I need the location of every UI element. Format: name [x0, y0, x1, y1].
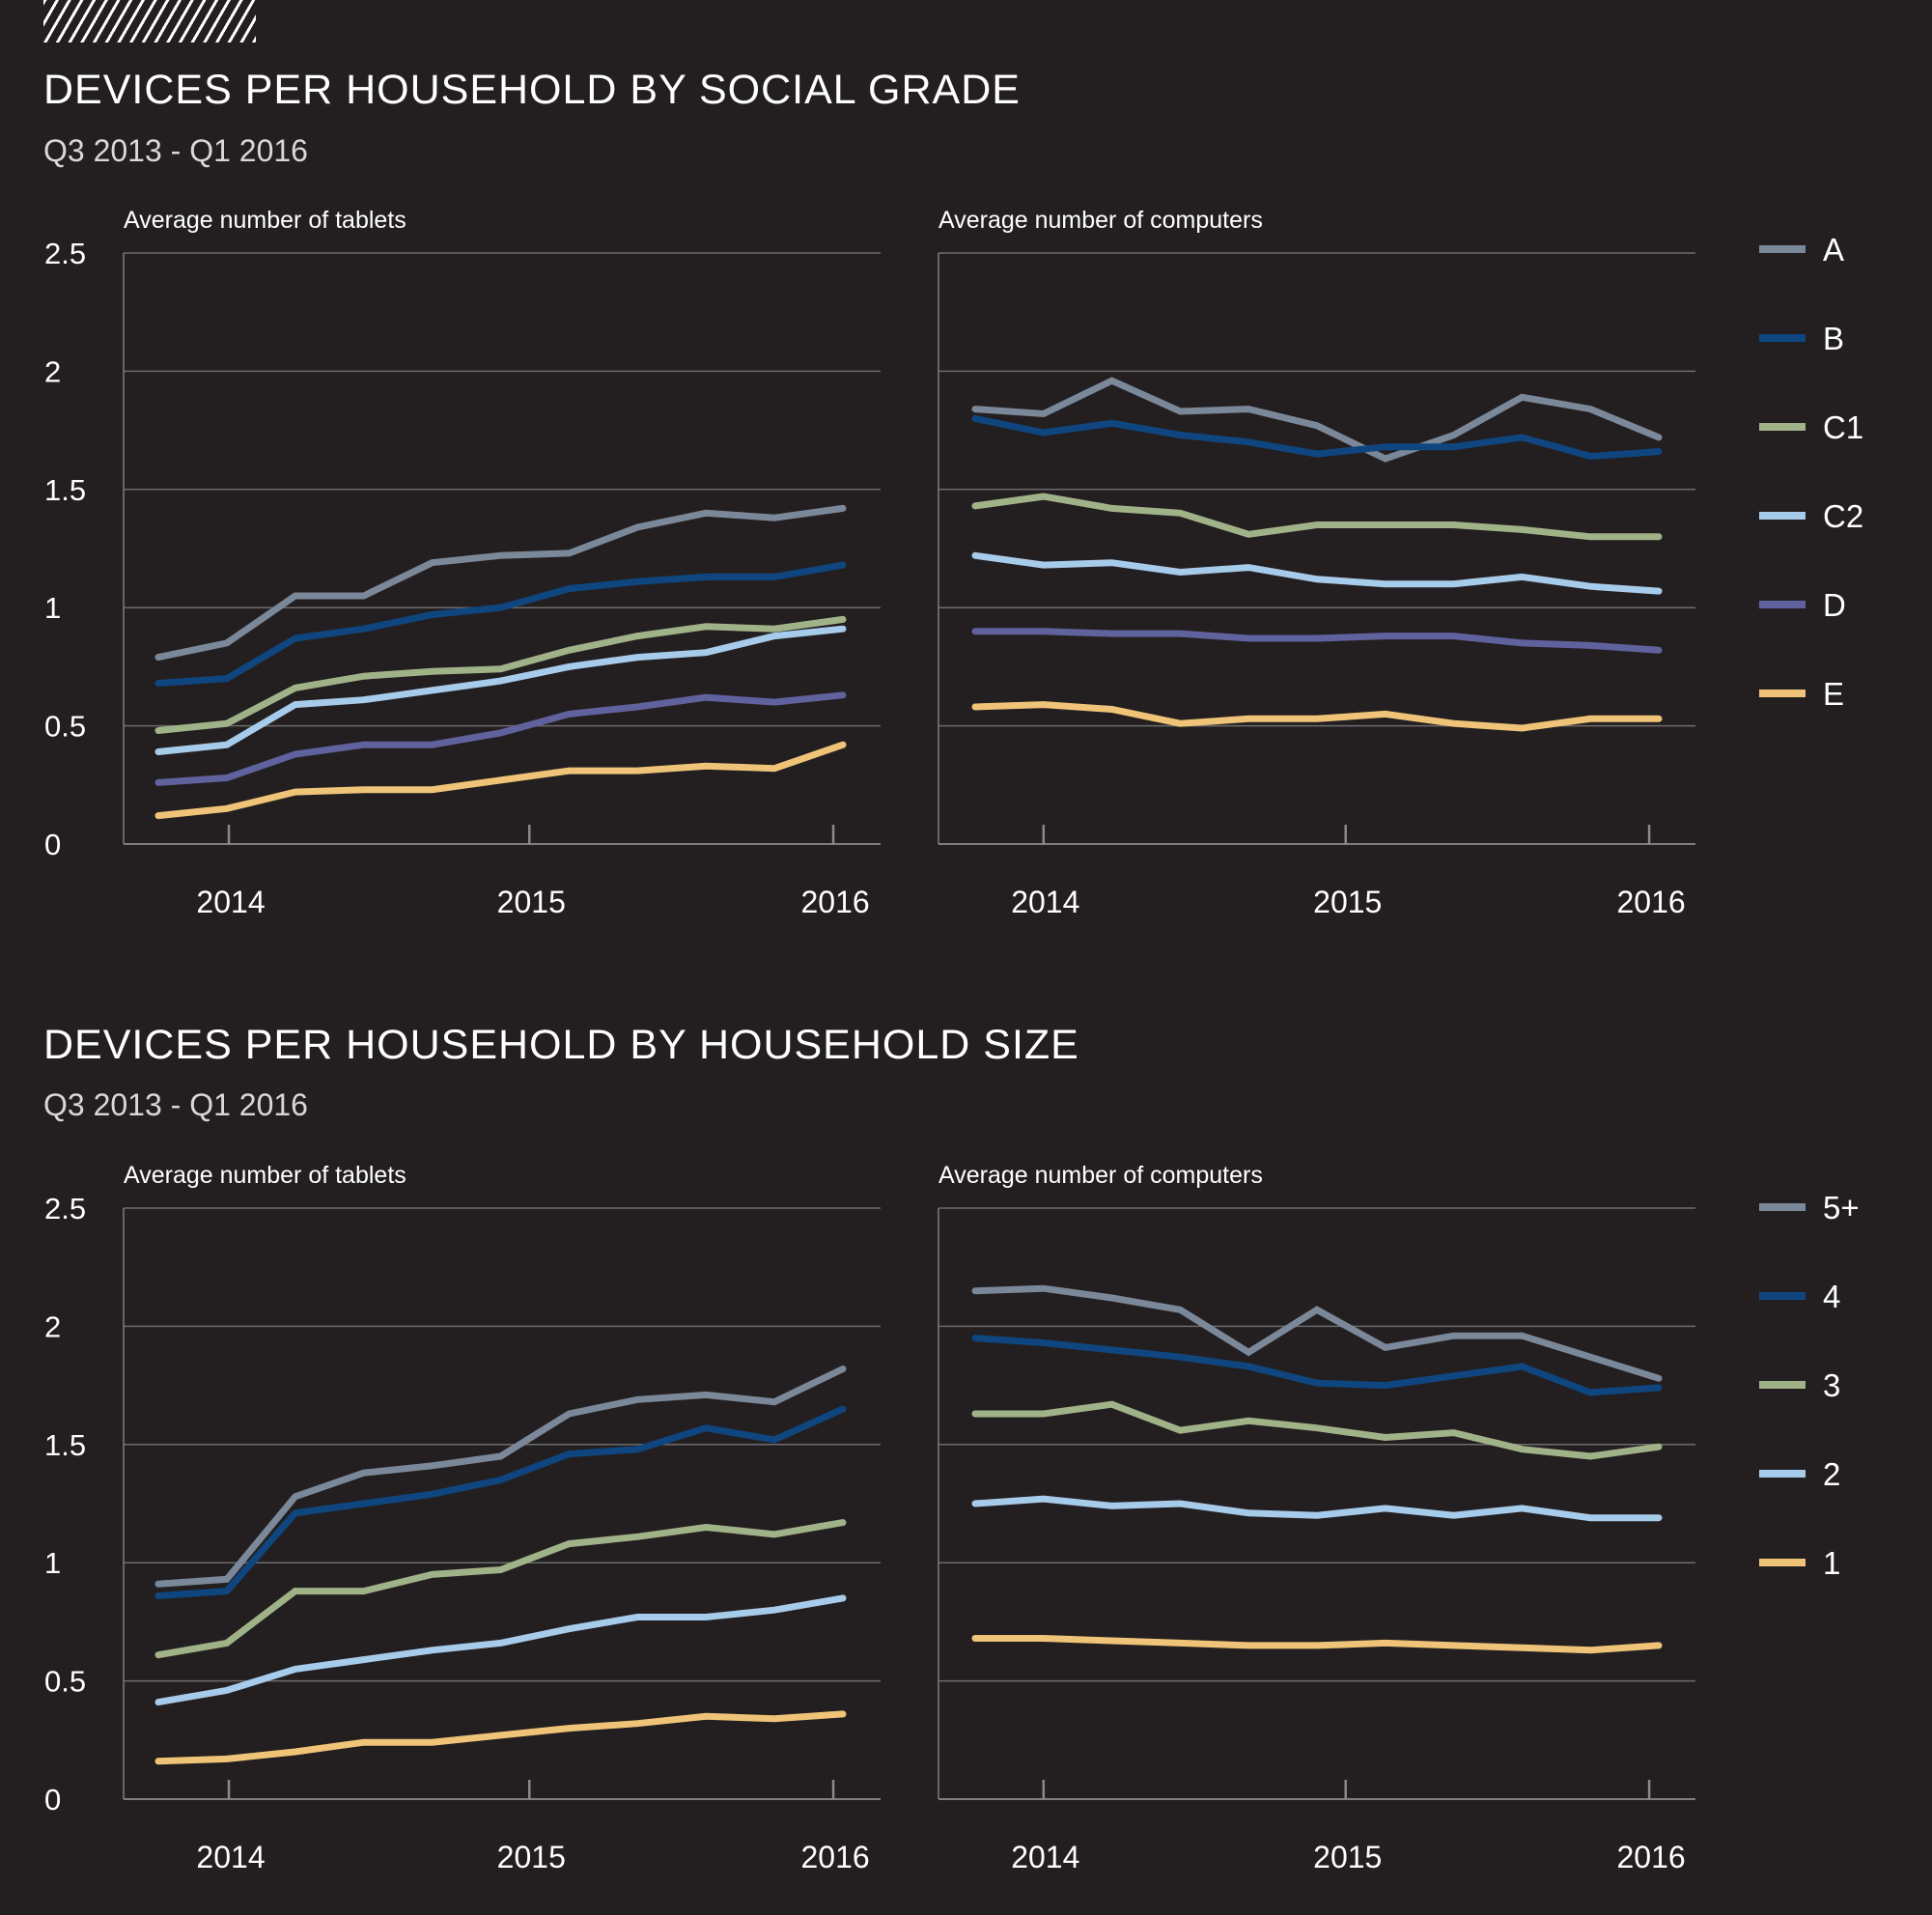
legend-label: 3 [1823, 1367, 1840, 1403]
legend-swatch [1759, 423, 1806, 431]
legend-item: E [1759, 676, 1844, 712]
series-line-c1 [154, 615, 847, 734]
series-line-c1 [971, 493, 1663, 541]
legend-label: C1 [1823, 409, 1863, 445]
legend-label: 5+ [1823, 1190, 1860, 1225]
series-line-2 [154, 1594, 847, 1706]
section-title-household-size: DEVICES PER HOUSEHOLD BY HOUSEHOLD SIZE [43, 1022, 1079, 1068]
x-tick-label: 2015 [497, 1840, 566, 1874]
y-tick-label: 0.5 [44, 710, 86, 744]
legend-label: 1 [1823, 1545, 1840, 1581]
legend-label: 2 [1823, 1456, 1840, 1492]
legend-swatch [1759, 245, 1806, 253]
legend-swatch [1759, 1381, 1806, 1389]
y-tick-label: 2 [44, 354, 61, 388]
legend-label: D [1823, 587, 1846, 623]
legend-social-grade: A B C1 C2 D E [1759, 232, 1863, 712]
legend-item: 3 [1759, 1367, 1840, 1403]
series-line-a [971, 377, 1663, 463]
series-line-a [154, 504, 847, 662]
chart-social-grade-computers: Average number of computers 2014 2015 2016 [938, 207, 1695, 919]
series-line-4 [154, 1405, 847, 1599]
series-line-5plus [154, 1366, 847, 1588]
legend-item: C2 [1759, 498, 1863, 534]
chart-title: Average number of tablets [124, 1162, 406, 1189]
section-title-social-grade: DEVICES PER HOUSEHOLD BY SOCIAL GRADE [43, 67, 1021, 113]
chart-title: Average number of tablets [124, 207, 406, 234]
x-tick-label: 2014 [196, 1840, 265, 1874]
series-line-b [154, 561, 847, 687]
y-tick-label: 2.5 [44, 237, 86, 270]
legend-swatch [1759, 512, 1806, 520]
legend-item: 4 [1759, 1279, 1840, 1314]
y-tick-label: 0.5 [44, 1665, 86, 1699]
legend-label: B [1823, 321, 1844, 356]
legend-swatch [1759, 1559, 1806, 1566]
x-tick-label: 2014 [1011, 885, 1079, 919]
y-tick-label: 0 [44, 1783, 61, 1816]
series-line-1 [971, 1635, 1663, 1654]
chart-household-size-computers: Average number of computers 2014 2015 2016 [938, 1162, 1695, 1874]
series-line-5plus [971, 1284, 1663, 1382]
legend-label: C2 [1823, 498, 1863, 534]
y-tick-label: 1 [44, 1546, 61, 1580]
section-subtitle-household-size: Q3 2013 - Q1 2016 [43, 1087, 308, 1122]
section-subtitle-social-grade: Q3 2013 - Q1 2016 [43, 133, 308, 168]
series-line-c2 [971, 551, 1663, 595]
y-tick-label: 0 [44, 828, 61, 861]
legend-swatch [1759, 334, 1806, 342]
series-line-1 [154, 1710, 847, 1765]
y-tick-label: 1.5 [44, 473, 86, 507]
x-tick-label: 2014 [196, 885, 265, 919]
legend-item: 5+ [1759, 1190, 1860, 1225]
x-tick-label: 2016 [800, 885, 869, 919]
x-tick-label: 2015 [1313, 1840, 1382, 1874]
x-tick-label: 2016 [1616, 885, 1685, 919]
series-line-d [154, 691, 847, 786]
legend-swatch [1759, 1203, 1806, 1211]
legend-swatch [1759, 690, 1806, 697]
x-tick-label: 2014 [1011, 1840, 1079, 1874]
legend-household-size: 5+ 4 3 2 1 [1759, 1190, 1860, 1581]
legend-item: B [1759, 321, 1844, 356]
legend-item: D [1759, 587, 1846, 623]
legend-swatch [1759, 1470, 1806, 1478]
series-line-2 [971, 1495, 1663, 1522]
legend-label: A [1823, 232, 1844, 268]
chart-title: Average number of computers [938, 207, 1263, 234]
logo-hatched-bar [43, 0, 256, 42]
x-tick-label: 2015 [1313, 885, 1382, 919]
y-tick-label: 2.5 [44, 1192, 86, 1225]
x-tick-label: 2015 [497, 885, 566, 919]
legend-swatch [1759, 1292, 1806, 1300]
series-line-e [971, 701, 1663, 732]
series-line-3 [971, 1400, 1663, 1460]
legend-item: 1 [1759, 1545, 1840, 1581]
series-line-c2 [154, 625, 847, 755]
legend-label: E [1823, 676, 1844, 712]
y-tick-label: 1 [44, 591, 61, 625]
legend-item: A [1759, 232, 1844, 268]
legend-item: 2 [1759, 1456, 1840, 1492]
chart-title: Average number of computers [938, 1162, 1263, 1189]
series-line-d [971, 628, 1663, 654]
x-tick-label: 2016 [800, 1840, 869, 1874]
legend-item: C1 [1759, 409, 1863, 445]
x-tick-label: 2016 [1616, 1840, 1685, 1874]
y-tick-label: 1.5 [44, 1428, 86, 1462]
series-line-e [154, 741, 847, 820]
chart-social-grade-tablets: Average number of tablets 0 0.5 1 1.5 2 2.5 201… [44, 207, 881, 919]
series-line-4 [971, 1335, 1663, 1396]
series-line-3 [154, 1519, 847, 1659]
series-line-b [971, 414, 1663, 461]
legend-label: 4 [1823, 1279, 1840, 1314]
chart-household-size-tablets: Average number of tablets 0 0.5 1 1.5 2 2.5 201… [44, 1162, 881, 1874]
y-tick-label: 2 [44, 1310, 61, 1343]
legend-swatch [1759, 601, 1806, 608]
